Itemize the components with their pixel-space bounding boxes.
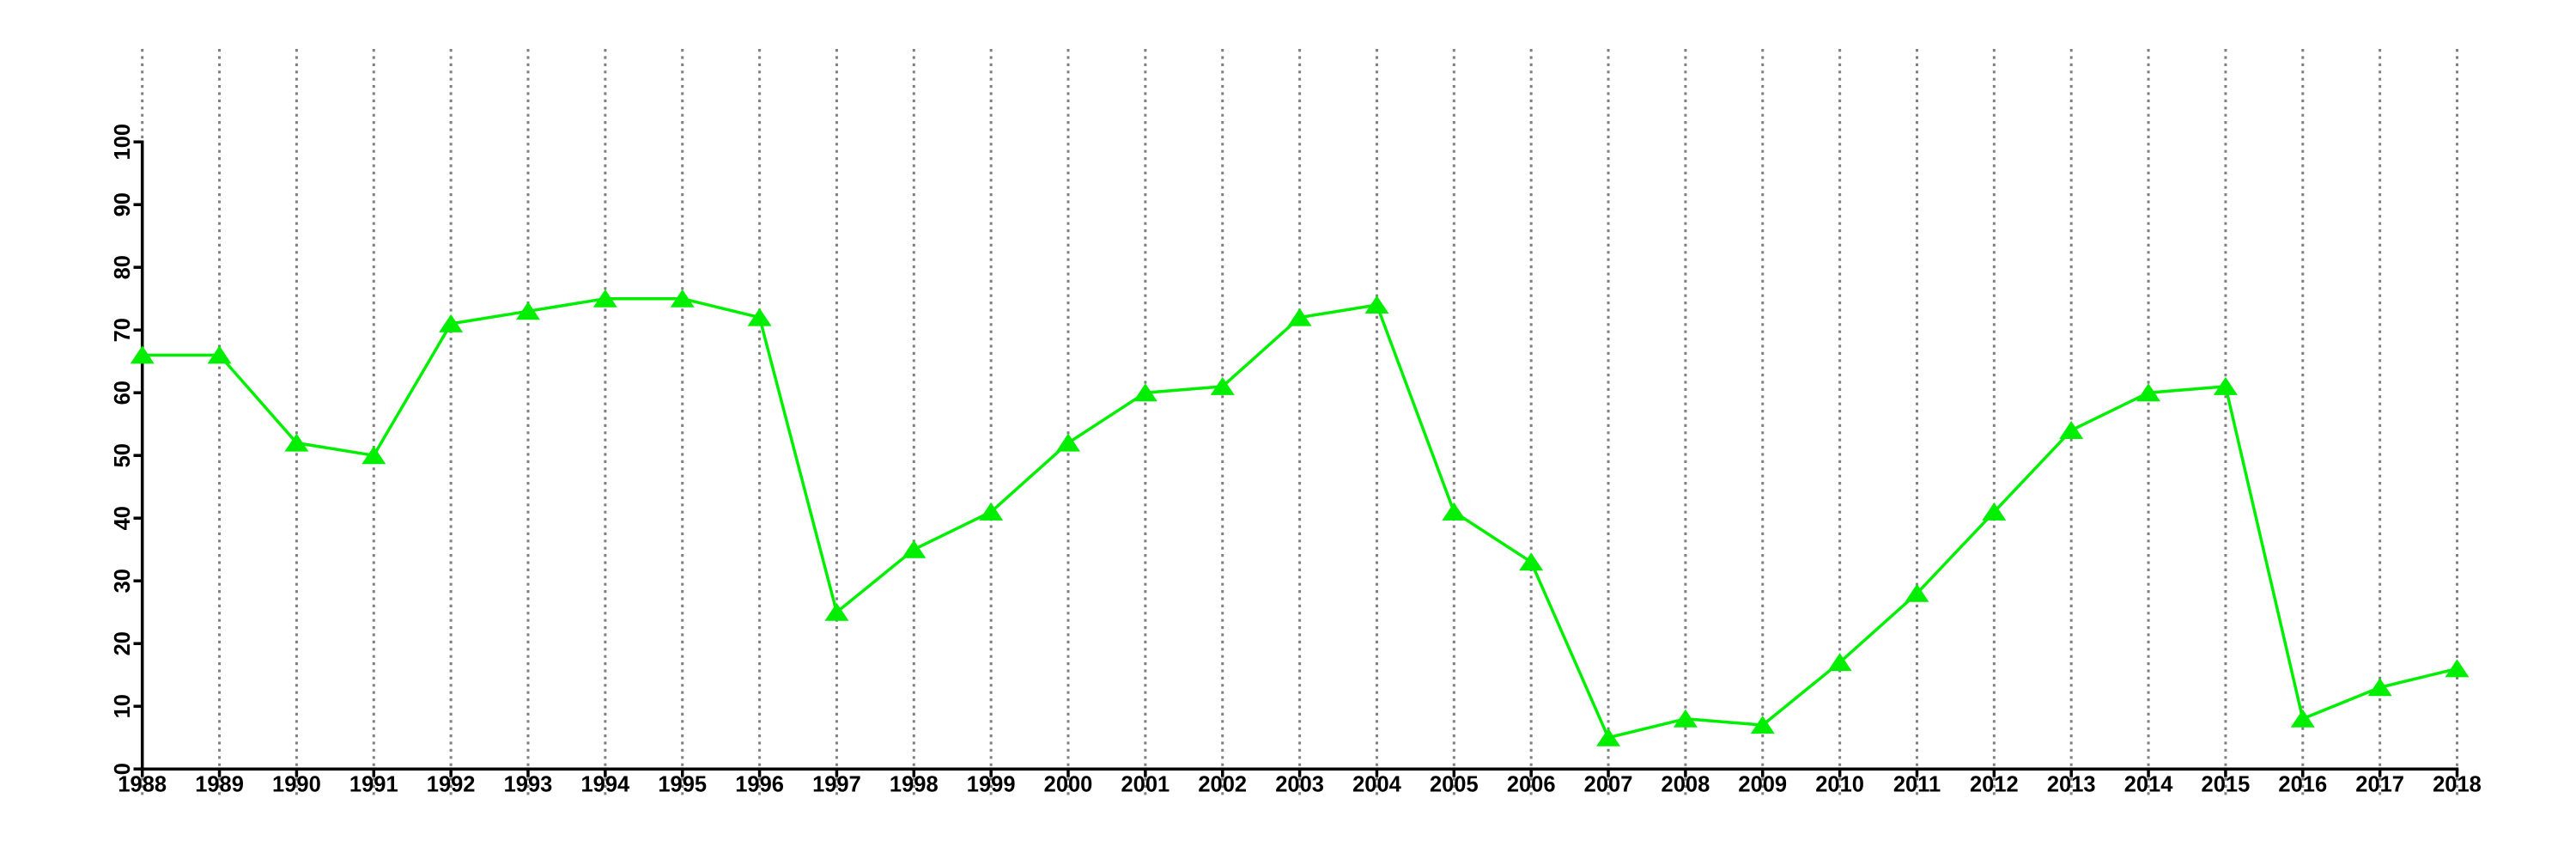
x-tick-label-1998: 1998: [890, 773, 939, 797]
data-point-marker-2012: [1982, 502, 2007, 521]
data-point-marker-1996: [747, 308, 772, 326]
x-tick-label-1989: 1989: [195, 773, 244, 797]
x-tick-label-2006: 2006: [1507, 773, 1556, 797]
y-tick-label-100: 100: [111, 124, 135, 161]
x-tick-label-2012: 2012: [1970, 773, 2019, 797]
data-point-marker-2002: [1210, 376, 1235, 395]
data-point-marker-2013: [2059, 421, 2084, 439]
data-point-marker-2006: [1519, 552, 1544, 571]
data-point-marker-2014: [2136, 383, 2161, 402]
x-tick-label-2015: 2015: [2202, 773, 2251, 797]
x-tick-label-2018: 2018: [2433, 773, 2482, 797]
x-tick-label-1997: 1997: [812, 773, 861, 797]
data-point-marker-1991: [361, 446, 386, 465]
data-point-marker-2000: [1056, 433, 1081, 452]
x-tick-label-1999: 1999: [967, 773, 1016, 797]
data-point-marker-2017: [2367, 678, 2392, 697]
data-point-marker-1988: [130, 345, 155, 364]
y-tick-label-30: 30: [111, 569, 135, 593]
data-point-marker-2009: [1750, 716, 1775, 734]
x-tick-label-2004: 2004: [1352, 773, 1402, 797]
data-point-marker-1990: [284, 433, 309, 452]
x-tick-label-1992: 1992: [427, 773, 476, 797]
x-tick-label-2001: 2001: [1121, 773, 1170, 797]
x-tick-label-1995: 1995: [658, 773, 707, 797]
x-tick-label-2005: 2005: [1430, 773, 1479, 797]
y-tick-label-20: 20: [111, 631, 135, 655]
x-tick-label-2009: 2009: [1738, 773, 1787, 797]
data-point-marker-1993: [516, 302, 540, 320]
x-tick-label-1993: 1993: [504, 773, 553, 797]
x-tick-label-1991: 1991: [349, 773, 398, 797]
x-tick-label-2008: 2008: [1662, 773, 1710, 797]
data-point-marker-2016: [2290, 709, 2315, 728]
y-tick-label-80: 80: [111, 255, 135, 279]
y-tick-label-70: 70: [111, 318, 135, 342]
y-tick-label-60: 60: [111, 381, 135, 405]
data-point-marker-2003: [1287, 308, 1312, 326]
data-point-marker-2005: [1442, 502, 1467, 521]
data-point-marker-1994: [592, 289, 617, 308]
x-tick-label-2010: 2010: [1815, 773, 1864, 797]
data-point-marker-1995: [670, 289, 695, 308]
data-point-marker-1998: [902, 539, 927, 558]
x-tick-label-2003: 2003: [1275, 773, 1324, 797]
y-tick-label-10: 10: [111, 694, 135, 718]
data-point-marker-2007: [1596, 728, 1621, 746]
x-tick-label-2011: 2011: [1893, 773, 1941, 797]
data-point-marker-1999: [979, 502, 1004, 521]
data-point-marker-2004: [1364, 295, 1389, 314]
y-tick-label-40: 40: [111, 506, 135, 530]
x-tick-label-2002: 2002: [1198, 773, 1247, 797]
x-tick-label-2013: 2013: [2047, 773, 2096, 797]
x-tick-label-1996: 1996: [735, 773, 784, 797]
x-tick-label-2014: 2014: [2124, 773, 2174, 797]
x-tick-label-2007: 2007: [1584, 773, 1633, 797]
x-tick-label-1994: 1994: [580, 773, 630, 797]
data-point-marker-1989: [207, 345, 232, 364]
x-tick-label-1988: 1988: [118, 773, 167, 797]
data-point-marker-2011: [1905, 583, 1929, 602]
data-point-marker-2015: [2213, 376, 2238, 395]
x-tick-label-2016: 2016: [2278, 773, 2327, 797]
x-tick-label-2017: 2017: [2355, 773, 2404, 797]
data-point-marker-2018: [2445, 659, 2470, 678]
y-tick-label-90: 90: [111, 192, 135, 216]
data-point-marker-1997: [824, 602, 849, 621]
y-tick-label-50: 50: [111, 443, 135, 467]
data-point-marker-2001: [1133, 383, 1157, 402]
x-tick-label-1990: 1990: [272, 773, 321, 797]
data-point-marker-2008: [1673, 709, 1698, 728]
data-point-marker-1992: [439, 314, 464, 332]
x-tick-label-2000: 2000: [1044, 773, 1093, 797]
y-tick-label-0: 0: [111, 763, 135, 775]
data-point-marker-2010: [1827, 653, 1852, 672]
